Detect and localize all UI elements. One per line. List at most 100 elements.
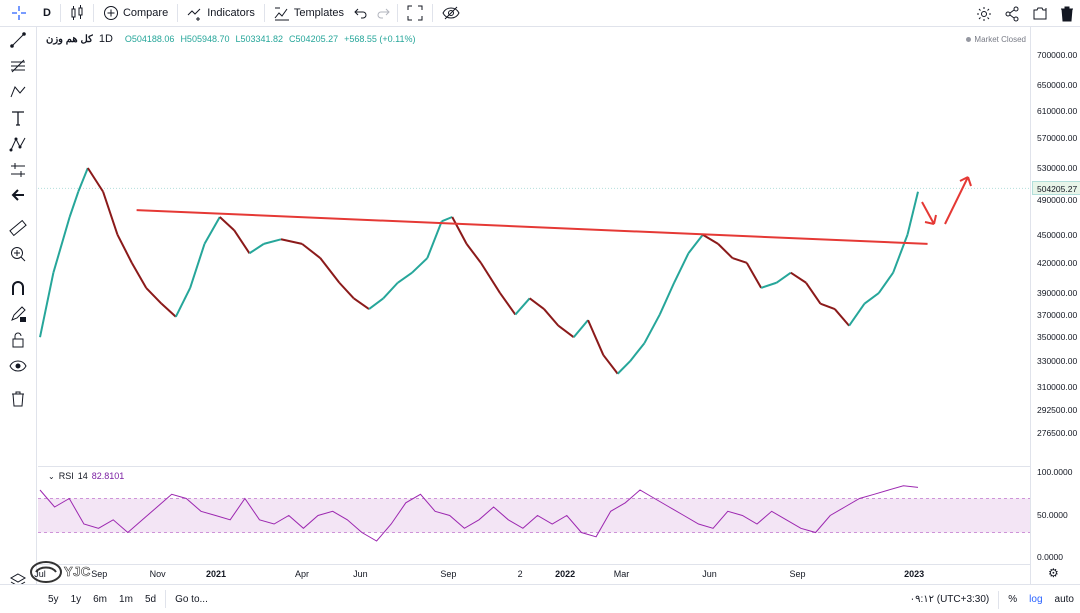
- arrow-up-drawing[interactable]: [944, 176, 972, 225]
- magnet-tool[interactable]: [6, 277, 30, 299]
- fib-tool[interactable]: [6, 55, 30, 77]
- bottom-bar: 5y 1y 6m 1m 5d Go to... ۰۹:۱۲ (UTC+3:30)…: [0, 584, 1080, 613]
- market-status: Market Closed: [966, 35, 1026, 44]
- range-6m[interactable]: 6m: [93, 593, 108, 605]
- time-tick: Jun: [702, 569, 717, 579]
- share-button[interactable]: [998, 0, 1026, 27]
- price-tick: 650000.00: [1037, 79, 1078, 90]
- range-5d[interactable]: 5d: [144, 593, 157, 605]
- price-segment: [248, 243, 265, 255]
- time-scale[interactable]: Jul Sep Nov 2021 Apr Jun Sep 2 2022 Mar Jun Sep 2023: [34, 564, 1030, 584]
- trendline[interactable]: [136, 209, 928, 245]
- time-tick: 2: [517, 569, 523, 579]
- time-tick: 2022: [555, 569, 576, 579]
- ruler-icon: [9, 219, 27, 237]
- watermark-text: YJC: [64, 564, 91, 580]
- undo-icon: [354, 8, 367, 19]
- lock-drawings-tool[interactable]: [6, 329, 30, 351]
- time-tick: Sep: [91, 569, 108, 579]
- rsi-length: 14: [77, 471, 88, 481]
- toolbar-right: [970, 0, 1080, 27]
- text-icon: [12, 111, 24, 126]
- arrow-down-drawing[interactable]: [921, 201, 937, 225]
- ruler-settings-icon: [11, 163, 25, 177]
- back-arrow-tool[interactable]: [6, 184, 30, 206]
- forecast-tool[interactable]: [6, 133, 30, 155]
- arrow-left-icon: [11, 189, 24, 201]
- trend-line-tool[interactable]: [6, 29, 30, 51]
- auto-toggle[interactable]: auto: [1054, 594, 1074, 605]
- bottom-divider: [998, 590, 1000, 609]
- price-segment: [616, 360, 631, 375]
- pattern-tool[interactable]: [6, 81, 30, 103]
- price-pane[interactable]: کل هم وزن 1D O504188.06 H505948.70 L5033…: [38, 27, 1030, 465]
- price-segment: [602, 354, 619, 375]
- price-segment: [52, 216, 71, 273]
- crosshair-cursor-button[interactable]: [0, 0, 37, 27]
- hide-drawings-tool[interactable]: [6, 355, 30, 377]
- hide-drawings-button[interactable]: [436, 0, 466, 27]
- forecast-icon: [9, 137, 26, 152]
- price-segment: [732, 257, 748, 264]
- toolbar-divider: [59, 4, 61, 22]
- compare-button[interactable]: Compare: [97, 0, 174, 27]
- time-settings-icon[interactable]: ⚙: [1048, 566, 1059, 580]
- remove-drawings-tool[interactable]: [6, 388, 30, 410]
- unlock-icon: [12, 332, 24, 348]
- yjc-watermark: YJC: [28, 557, 106, 585]
- price-segment: [160, 302, 177, 318]
- rsi-pane[interactable]: ⌄ RSI 14 82.8101: [38, 466, 1030, 587]
- indicators-button[interactable]: Indicators: [181, 0, 261, 27]
- fib-icon: [11, 59, 25, 73]
- time-tick: Sep: [440, 569, 457, 579]
- timezone-clock[interactable]: ۰۹:۱۲ (UTC+3:30): [909, 594, 990, 605]
- bottom-bar-right: ۰۹:۱۲ (UTC+3:30) % log auto: [904, 585, 1080, 613]
- range-5y[interactable]: 5y: [48, 593, 59, 605]
- pattern-icon: [10, 86, 26, 98]
- collapse-icon[interactable]: ⌄: [48, 471, 55, 481]
- rsi-tick: 50.0000: [1037, 509, 1068, 520]
- price-segment: [629, 342, 646, 362]
- bottom-divider: [165, 590, 167, 608]
- text-tool[interactable]: [6, 107, 30, 129]
- range-1m[interactable]: 1m: [119, 593, 133, 605]
- undo-button[interactable]: [350, 0, 372, 27]
- price-segment: [319, 257, 341, 284]
- symbol-name[interactable]: کل هم وزن: [46, 33, 93, 45]
- price-segment: [760, 281, 777, 289]
- chart-area[interactable]: کل هم وزن 1D O504188.06 H505948.70 L5033…: [38, 27, 1030, 587]
- chart-style-button[interactable]: [64, 0, 90, 27]
- price-segment: [77, 167, 89, 193]
- price-segment: [820, 302, 836, 311]
- price-tick: 276500.00: [1037, 428, 1078, 439]
- delete-button[interactable]: [1054, 0, 1080, 27]
- fullscreen-button[interactable]: [401, 0, 429, 27]
- price-segment: [745, 262, 763, 289]
- measure-tool[interactable]: [6, 159, 30, 181]
- log-toggle[interactable]: log: [1029, 594, 1043, 605]
- redo-button[interactable]: [372, 0, 394, 27]
- ruler-tool[interactable]: [6, 217, 30, 239]
- price-tick: 700000.00: [1037, 49, 1078, 60]
- percent-toggle[interactable]: %: [1008, 594, 1018, 605]
- zoom-tool[interactable]: [6, 243, 30, 265]
- price-segment: [480, 262, 501, 294]
- snapshot-button[interactable]: [1026, 0, 1054, 27]
- toolbar-divider: [432, 4, 434, 22]
- price-segment: [514, 297, 531, 316]
- price-segment: [658, 282, 676, 315]
- range-1y[interactable]: 1y: [70, 593, 82, 605]
- yjc-logo-icon: [30, 561, 62, 583]
- settings-button[interactable]: [970, 0, 998, 27]
- stay-drawing-tool[interactable]: [6, 303, 30, 325]
- price-scale[interactable]: 700000.00 650000.00 610000.00 570000.00 5300…: [1030, 27, 1080, 587]
- price-segment: [673, 252, 690, 284]
- time-tick: 2021: [205, 569, 226, 579]
- series-legend: کل هم وزن 1D O504188.06 H505948.70 L5033…: [46, 33, 415, 45]
- price-segment: [790, 271, 807, 284]
- templates-button[interactable]: Templates: [268, 0, 350, 27]
- rsi-chart: [38, 485, 1030, 542]
- rsi-line: [39, 485, 919, 542]
- goto-button[interactable]: Go to...: [175, 593, 208, 605]
- interval-button[interactable]: D: [43, 7, 51, 19]
